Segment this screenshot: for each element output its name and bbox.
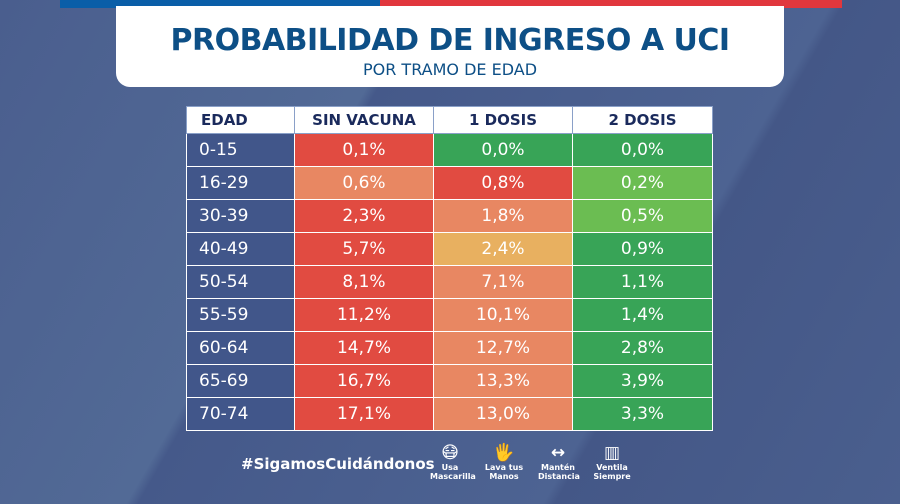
age-cell: 40-49 [186, 232, 295, 266]
age-cell: 70-74 [186, 397, 295, 431]
table-row: 0-15 0,1% 0,0% 0,0% [186, 133, 713, 167]
table-row: 50-54 8,1% 7,1% 1,1% [186, 265, 713, 299]
age-cell: 60-64 [186, 331, 295, 365]
window-icon: ▥ [603, 443, 621, 463]
flag-bar-red [380, 0, 842, 8]
table-row: 55-59 11,2% 10,1% 1,4% [186, 298, 713, 332]
tip-line1: Mantén [541, 463, 575, 472]
value-cell: 16,7% [294, 364, 434, 398]
table-row: 30-39 2,3% 1,8% 0,5% [186, 199, 713, 233]
value-cell: 1,4% [572, 298, 713, 332]
value-cell: 3,3% [572, 397, 713, 431]
value-cell: 5,7% [294, 232, 434, 266]
age-cell: 65-69 [186, 364, 295, 398]
value-cell: 0,2% [572, 166, 713, 200]
tip-line1: Lava tus [484, 463, 524, 472]
value-cell: 11,2% [294, 298, 434, 332]
title-banner: PROBABILIDAD DE INGRESO A UCI POR TRAMO … [116, 6, 784, 87]
tip-distance: ↔ Mantén Distancia [538, 443, 580, 481]
age-cell: 50-54 [186, 265, 295, 299]
tip-line1: Usa [441, 463, 459, 472]
mask-icon: 😷 [441, 443, 459, 463]
age-cell: 0-15 [186, 133, 295, 167]
page-subtitle: POR TRAMO DE EDAD [362, 60, 538, 79]
tip-line1: Ventila [596, 463, 628, 472]
table-row: 70-74 17,1% 13,0% 3,3% [186, 397, 713, 431]
value-cell: 0,0% [572, 133, 713, 167]
value-cell: 10,1% [433, 298, 573, 332]
value-cell: 13,3% [433, 364, 573, 398]
value-cell: 2,4% [433, 232, 573, 266]
value-cell: 17,1% [294, 397, 434, 431]
tip-mask: 😷 Usa Mascarilla [430, 443, 476, 481]
tip-handwash: 🖐 Lava tus Manos [484, 443, 524, 481]
header-2-dosis: 2 DOSIS [572, 106, 713, 134]
value-cell: 14,7% [294, 331, 434, 365]
table-row: 40-49 5,7% 2,4% 0,9% [186, 232, 713, 266]
value-cell: 0,0% [433, 133, 573, 167]
table-row: 16-29 0,6% 0,8% 0,2% [186, 166, 713, 200]
table-row: 65-69 16,7% 13,3% 3,9% [186, 364, 713, 398]
value-cell: 3,9% [572, 364, 713, 398]
value-cell: 7,1% [433, 265, 573, 299]
value-cell: 0,6% [294, 166, 434, 200]
age-cell: 16-29 [186, 166, 295, 200]
age-cell: 55-59 [186, 298, 295, 332]
value-cell: 8,1% [294, 265, 434, 299]
value-cell: 2,3% [294, 199, 434, 233]
tip-line2: Distancia [538, 472, 580, 481]
value-cell: 0,8% [433, 166, 573, 200]
value-cell: 12,7% [433, 331, 573, 365]
page-title: PROBABILIDAD DE INGRESO A UCI [170, 23, 730, 58]
value-cell: 0,5% [572, 199, 713, 233]
tip-line2: Siempre [593, 472, 631, 481]
value-cell: 0,9% [572, 232, 713, 266]
handwash-icon: 🖐 [493, 443, 515, 463]
table-row: 60-64 14,7% 12,7% 2,8% [186, 331, 713, 365]
value-cell: 13,0% [433, 397, 573, 431]
header-1-dosis: 1 DOSIS [433, 106, 573, 134]
age-cell: 30-39 [186, 199, 295, 233]
distance-icon: ↔ [550, 443, 566, 463]
value-cell: 1,8% [433, 199, 573, 233]
flag-bar-blue [60, 0, 380, 8]
hashtag: #SigamosCuidándonos [241, 455, 435, 473]
header-edad: EDAD [186, 106, 295, 134]
tip-window: ▥ Ventila Siempre [592, 443, 632, 481]
tip-line2: Mascarilla [430, 472, 476, 481]
value-cell: 0,1% [294, 133, 434, 167]
header-sin-vacuna: SIN VACUNA [294, 106, 434, 134]
value-cell: 1,1% [572, 265, 713, 299]
icu-probability-table: EDAD SIN VACUNA 1 DOSIS 2 DOSIS 0-15 0,1%… [186, 106, 713, 431]
value-cell: 2,8% [572, 331, 713, 365]
tip-line2: Manos [489, 472, 519, 481]
